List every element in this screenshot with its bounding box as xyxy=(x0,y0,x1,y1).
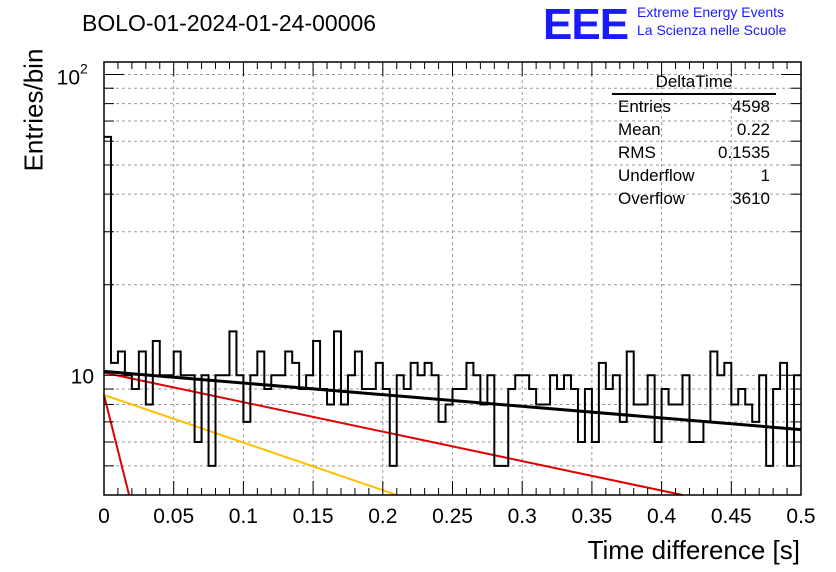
x-axis-label: Time difference [s] xyxy=(587,535,800,565)
stats-box: DeltaTime Entries 4598 Mean 0.22 RMS 0.1… xyxy=(610,72,778,210)
y-tick-label-exponent: 2 xyxy=(80,60,88,76)
histogram-line xyxy=(104,135,801,467)
stats-label: RMS xyxy=(618,143,656,162)
fit-curve-red xyxy=(103,394,131,496)
x-tick-label: 0 xyxy=(98,505,110,528)
stats-label: Entries xyxy=(618,97,671,116)
fit-curve-orange xyxy=(103,394,398,496)
fit-curve-red xyxy=(103,371,683,496)
logo-line-2: La Scienza nelle Scuole xyxy=(637,22,787,38)
x-tick-label: 0.15 xyxy=(293,505,334,528)
x-tick-label: 0.35 xyxy=(571,505,612,528)
y-tick-label: 10 xyxy=(57,66,80,89)
x-tick-label: 0.2 xyxy=(368,505,397,528)
x-tick-label: 0.1 xyxy=(229,505,258,528)
stats-value: 4598 xyxy=(732,97,770,116)
chart-title: BOLO-01-2024-01-24-00006 xyxy=(82,10,377,36)
stats-row-rms: RMS 0.1535 xyxy=(610,141,778,164)
x-tick-label: 0.3 xyxy=(508,505,537,528)
eee-logo: EEE xyxy=(543,0,629,49)
stats-value: 1 xyxy=(760,166,770,185)
x-tick-label: 0.4 xyxy=(647,505,677,528)
stats-value: 0.22 xyxy=(736,120,770,139)
x-tick-label: 0.25 xyxy=(432,505,473,528)
stats-value: 3610 xyxy=(732,189,770,208)
stats-row-overflow: Overflow 3610 xyxy=(610,187,778,210)
stats-title: DeltaTime xyxy=(612,72,776,95)
x-tick-label: 0.45 xyxy=(711,505,752,528)
stats-label: Mean xyxy=(618,120,661,139)
logo-line-1: Extreme Energy Events xyxy=(637,4,785,20)
stats-label: Overflow xyxy=(618,189,686,208)
axis-ticks xyxy=(103,62,802,496)
stats-row-underflow: Underflow 1 xyxy=(610,164,778,187)
tick-labels: 0 0.05 0.1 0.15 0.2 0.25 0.3 0.35 0.4 0.45 0.51010… xyxy=(57,60,816,528)
stats-label: Underflow xyxy=(618,166,695,185)
stats-value: 0.1535 xyxy=(718,143,770,162)
stats-row-entries: Entries 4598 xyxy=(610,95,778,118)
stats-row-mean: Mean 0.22 xyxy=(610,118,778,141)
y-axis-label: Entries/bin xyxy=(18,48,49,172)
y-tick-label: 10 xyxy=(71,365,94,388)
x-tick-label: 0.5 xyxy=(786,505,815,528)
x-tick-label: 0.05 xyxy=(153,505,194,528)
